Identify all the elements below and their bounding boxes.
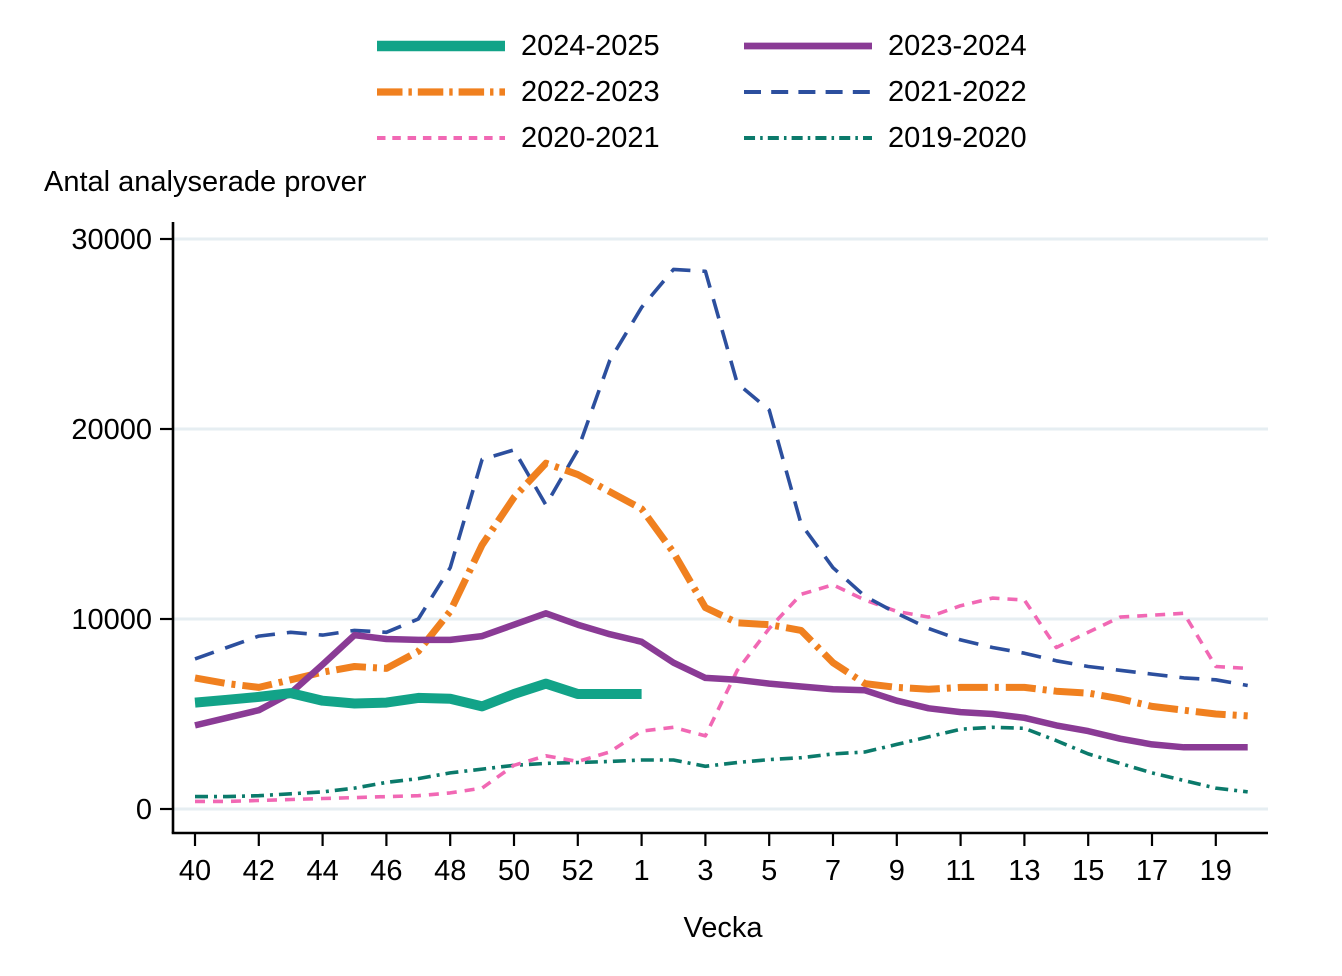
- x-tick-label-5: 5: [761, 855, 777, 887]
- legend-item-2020-2021: 2020-2021: [375, 120, 660, 156]
- x-tick-label-17: 17: [1136, 855, 1168, 887]
- y-tick-label-30000: 30000: [71, 224, 152, 256]
- legend-label-2024-2025: 2024-2025: [521, 29, 660, 62]
- series-line-2021-2022: [194, 267, 1249, 688]
- legend-swatch-2022-2023: [377, 88, 505, 96]
- y-tick-label-0: 0: [136, 794, 152, 826]
- x-tick-label-13: 13: [1008, 855, 1040, 887]
- x-tick-label-42: 42: [243, 855, 275, 887]
- legend-item-2019-2020: 2019-2020: [742, 120, 1027, 156]
- x-tick-label-46: 46: [370, 855, 402, 887]
- legend-label-2022-2023: 2022-2023: [521, 75, 660, 108]
- legend-swatch-2020-2021: [377, 136, 505, 140]
- legend-item-2022-2023: 2022-2023: [375, 74, 660, 110]
- x-tick-label-7: 7: [825, 855, 841, 887]
- legend-item-2021-2022: 2021-2022: [742, 74, 1027, 110]
- legend-swatch-2021-2022: [744, 90, 872, 94]
- x-tick-label-40: 40: [179, 855, 211, 887]
- x-axis-title: Vecka: [683, 912, 763, 944]
- series-line-2020-2021: [195, 582, 1248, 804]
- x-tick-label-9: 9: [889, 855, 905, 887]
- x-tick-label-50: 50: [498, 855, 530, 887]
- x-tick-label-19: 19: [1200, 855, 1232, 887]
- legend-label-2020-2021: 2020-2021: [521, 121, 660, 154]
- x-tick-label-48: 48: [434, 855, 466, 887]
- legend-label-2023-2024: 2023-2024: [888, 29, 1027, 62]
- series-line-2023-2024: [194, 610, 1248, 751]
- series-line-2019-2020: [195, 725, 1248, 799]
- legend-swatch-2019-2020: [744, 136, 872, 140]
- x-tick-label-15: 15: [1072, 855, 1104, 887]
- x-tick-label-52: 52: [562, 855, 594, 887]
- y-axis-title: Antal analyserade prover: [44, 166, 367, 198]
- legend-label-2019-2020: 2019-2020: [888, 121, 1027, 154]
- x-tick-label-3: 3: [697, 855, 713, 887]
- series-line-2022-2023: [194, 459, 1248, 720]
- series-line-2024-2025: [194, 678, 642, 712]
- legend-item-2023-2024: 2023-2024: [742, 28, 1027, 64]
- legend-item-2024-2025: 2024-2025: [375, 28, 660, 64]
- y-tick-label-20000: 20000: [71, 414, 152, 446]
- legend-swatch-2023-2024: [744, 42, 872, 50]
- x-tick-label-1: 1: [634, 855, 650, 887]
- chart-legend: 2024-2025 2023-2024 2022-2023 2021-2022 …: [0, 0, 1342, 165]
- legend-swatch-2024-2025: [377, 40, 505, 52]
- y-tick-label-10000: 10000: [71, 604, 152, 636]
- legend-label-2021-2022: 2021-2022: [888, 75, 1027, 108]
- x-tick-label-11: 11: [946, 855, 976, 887]
- x-tick-label-44: 44: [306, 855, 338, 887]
